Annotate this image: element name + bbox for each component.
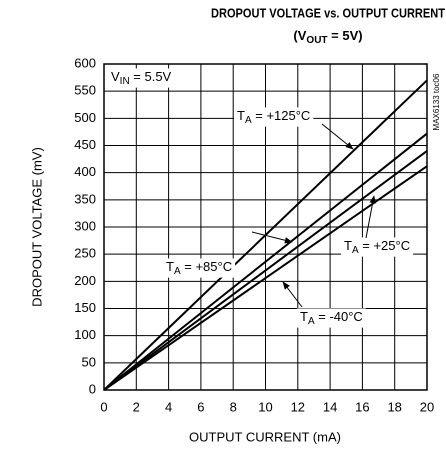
y-tick-label: 450 (74, 137, 96, 152)
legend-label-group: TA = +25°C (341, 237, 414, 257)
y-tick-label: 50 (82, 354, 96, 369)
legend-label-part: T (166, 259, 174, 274)
x-tick-label: 0 (100, 399, 107, 414)
annotation-bg (108, 68, 175, 88)
plot-frame (103, 63, 428, 391)
y-tick-label: 0 (89, 381, 96, 396)
x-tick-label: 6 (197, 399, 204, 414)
y-tick-label: 100 (74, 327, 96, 342)
legend-label: TA = +85°C (166, 259, 232, 276)
series-line (103, 150, 428, 391)
y-tick-label: 500 (74, 110, 96, 125)
x-tick-label: 2 (133, 399, 140, 414)
watermark: MAX6133 toc06 (432, 73, 441, 130)
legend-label-group: TA = +85°C (163, 258, 236, 278)
x-tick-label: 18 (387, 399, 401, 414)
arrow (321, 123, 354, 150)
x-tick-label: 4 (165, 399, 172, 414)
legend-label-bg (163, 258, 236, 278)
legend-label-part: A (245, 115, 252, 126)
legend-label-group: TA = +125°C (234, 107, 314, 127)
y-tick-label: 150 (74, 300, 96, 315)
legend-label: TA = -40°C (300, 309, 363, 326)
arrow (282, 281, 303, 308)
y-tick-label: 550 (74, 83, 96, 98)
legend-label-part: = +85°C (181, 259, 232, 274)
y-tick-label: 350 (74, 191, 96, 206)
legend-label-part: A (352, 245, 359, 256)
y-axis-label: DROPOUT VOLTAGE (mV) (29, 147, 44, 307)
arrow (365, 195, 376, 239)
y-tick-label: 600 (74, 55, 96, 70)
annotation-part: IN (120, 76, 130, 87)
legend-label-part: A (308, 316, 315, 327)
legend-label-part: T (237, 108, 245, 123)
legend-label-group: TA = -40°C (297, 308, 366, 328)
y-tick-label: 200 (74, 273, 96, 288)
annotation-part: = 5.5V (130, 69, 172, 84)
x-tick-label: 10 (258, 399, 272, 414)
x-tick-label: 8 (230, 399, 237, 414)
legend-label-part: T (344, 238, 352, 253)
legend-label-part: = +125°C (252, 108, 311, 123)
chart-subtitle: (VOUT = 5V) (293, 28, 362, 45)
x-tick-label: 20 (420, 399, 434, 414)
y-tick-label: 300 (74, 218, 96, 233)
chart-title: DROPOUT VOLTAGE vs. OUTPUT CURRENT (211, 5, 445, 20)
legend-label-part: T (300, 309, 308, 324)
legend-label-bg (297, 308, 366, 328)
legend-label-part: A (174, 266, 181, 277)
legend-label-part: = +25°C (359, 238, 410, 253)
annotation-group: VIN = 5.5V (108, 68, 175, 88)
legend-label: TA = +25°C (344, 238, 410, 255)
legend-label-bg (234, 107, 314, 127)
annotation: VIN = 5.5V (111, 69, 172, 86)
arrow (251, 231, 293, 244)
x-tick-label: 12 (291, 399, 305, 414)
legend-label: TA = +125°C (237, 108, 310, 125)
x-tick-label: 16 (355, 399, 369, 414)
y-tick-label: 400 (74, 164, 96, 179)
legend-label-bg (341, 237, 414, 257)
annotation-part: V (111, 69, 120, 84)
series-line (103, 132, 428, 391)
y-tick-label: 250 (74, 246, 96, 261)
x-axis-label: OUTPUT CURRENT (mA) (189, 429, 341, 444)
legend-label-part: = -40°C (315, 309, 363, 324)
x-tick-label: 14 (323, 399, 337, 414)
